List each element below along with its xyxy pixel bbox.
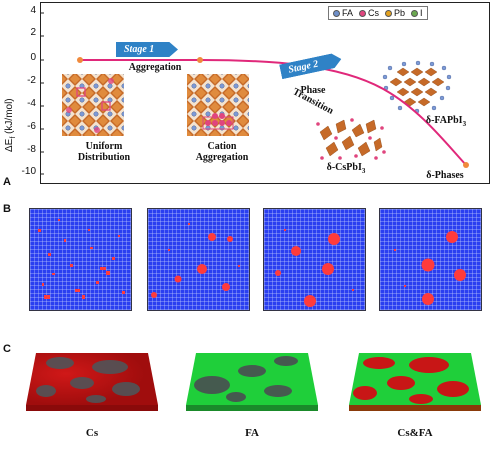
clusters-snapshot-1 [38,219,125,299]
caption-cation-line1: Cation [207,141,237,152]
energy-curve [80,59,467,166]
simulation-snapshot-3 [263,208,366,311]
legend-item-i: I [411,8,423,18]
crystal-delta-cspbi3 [316,118,386,160]
y-tick-label: 4 [30,5,36,16]
crystal-delta-fapbi3 [382,60,452,114]
curve-mid-point [197,57,203,63]
y-tick-label: 0 [30,52,36,63]
caption-uniform-line1: Uniform [85,141,123,152]
curve-end-point [463,162,469,168]
caption-cation-line2: Aggregation [195,152,249,163]
slab-cs-fa [349,353,481,411]
delta-phases-label: δ-Phases [426,170,464,181]
phase-label: Phase [300,85,326,96]
label-cs: Cs [85,427,99,439]
delta-fapbi3-label: δ-FAPbI3 [425,115,467,128]
clusters-snapshot-4 [394,231,466,305]
label-cs-fa: Cs&FA [397,427,433,439]
caption-uniform-distribution: Uniform Distribution [65,141,143,163]
stage-1-arrow: Stage 1 [116,42,178,57]
curve-start-point [77,57,83,63]
simulation-snapshot-2 [147,208,250,311]
caption-cation-aggregation: Cation Aggregation [182,141,262,163]
legend: FA Cs Pb I [328,6,428,20]
panel-c-letter: C [3,343,11,355]
y-tick-label: -8 [27,144,36,155]
clusters-snapshot-3 [275,229,354,307]
crystal-cation-aggregation [187,74,249,136]
cs-marker-icon [359,10,367,17]
i-marker-icon [411,10,419,17]
panel-b-letter: B [3,203,11,215]
slab-cs [26,353,158,411]
y-tick-label: -4 [27,98,36,109]
simulation-snapshot-1 [29,208,132,311]
y-ticks [40,12,44,175]
y-tick-label: -2 [27,75,36,86]
energy-diagram-svg [40,12,469,175]
y-tick-label: -10 [21,166,36,177]
fa-marker-icon [333,10,340,17]
label-fa: FA [245,427,259,439]
slab-fa [186,353,318,411]
simulation-snapshot-4 [379,208,482,311]
delta-cspbi3-label: δ-CsPbI3 [326,162,366,175]
legend-item-cs: Cs [359,8,379,18]
clusters-snapshot-2 [151,223,240,298]
y-tick-label: -6 [27,121,36,132]
pb-marker-icon [385,10,393,17]
legend-item-fa: FA [333,8,353,18]
panel-a-letter: A [3,176,11,188]
caption-uniform-line2: Distribution [77,152,131,163]
aggregation-label: Aggregation [128,62,182,73]
crystal-uniform-distribution [62,74,124,136]
y-tick-label: 2 [30,27,36,38]
legend-item-pb: Pb [385,8,405,18]
